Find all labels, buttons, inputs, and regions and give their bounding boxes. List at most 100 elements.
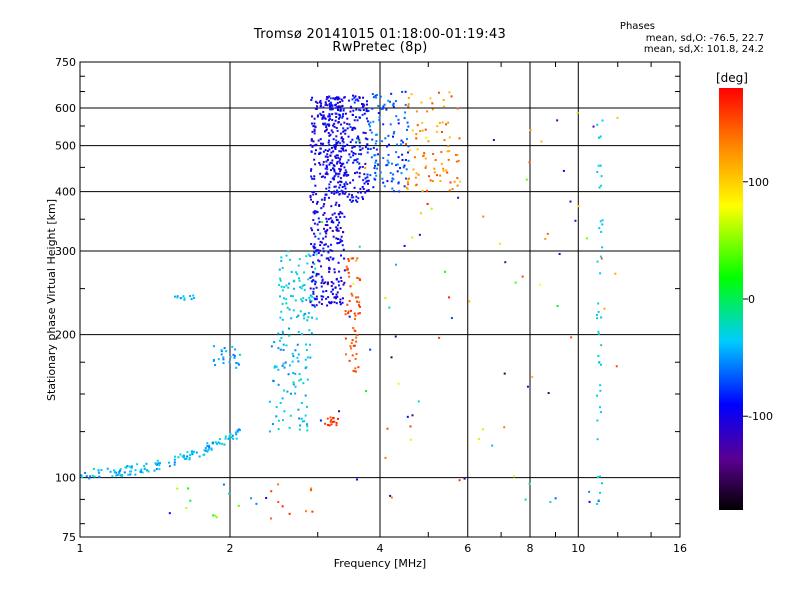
echo-point bbox=[601, 223, 604, 226]
echo-point bbox=[350, 106, 353, 109]
echo-point bbox=[353, 344, 356, 347]
echo-point bbox=[341, 192, 344, 195]
echo-point bbox=[339, 162, 342, 165]
echo-point bbox=[367, 109, 370, 112]
echo-point bbox=[335, 116, 338, 119]
echo-point bbox=[372, 146, 375, 149]
x-tick-label: 1 bbox=[77, 542, 84, 555]
echo-point bbox=[119, 469, 122, 472]
echo-point bbox=[417, 400, 420, 403]
echo-point bbox=[326, 156, 329, 159]
echo-point bbox=[296, 356, 299, 359]
echo-point bbox=[387, 153, 390, 156]
echo-point bbox=[356, 161, 359, 164]
echo-point bbox=[206, 445, 209, 448]
echo-point bbox=[351, 98, 354, 101]
echo-point bbox=[168, 465, 171, 468]
echo-point bbox=[134, 473, 137, 476]
echo-point bbox=[343, 185, 346, 188]
echo-point bbox=[597, 332, 600, 335]
echo-point bbox=[116, 473, 119, 476]
echo-point bbox=[374, 164, 377, 167]
echo-point bbox=[322, 110, 325, 113]
echo-point bbox=[303, 289, 306, 292]
echo-point bbox=[304, 414, 307, 417]
echo-point bbox=[222, 362, 225, 365]
echo-point bbox=[88, 477, 91, 480]
echo-point bbox=[302, 314, 305, 317]
echo-point bbox=[327, 123, 330, 126]
echo-point bbox=[421, 121, 424, 124]
echo-point bbox=[344, 337, 347, 340]
echo-point bbox=[366, 173, 369, 176]
echo-point bbox=[331, 113, 334, 116]
echo-point bbox=[288, 426, 291, 429]
echo-point bbox=[352, 327, 355, 330]
echo-point bbox=[210, 448, 213, 451]
echo-point bbox=[349, 181, 352, 184]
echo-point bbox=[277, 501, 280, 504]
echo-point bbox=[317, 217, 320, 220]
echo-point bbox=[305, 423, 308, 426]
colorbar-tick-label: 100 bbox=[748, 176, 769, 189]
echo-point bbox=[97, 471, 100, 474]
echo-point bbox=[388, 306, 391, 309]
echo-point bbox=[355, 158, 358, 161]
echo-point bbox=[352, 369, 355, 372]
echo-point bbox=[275, 415, 278, 418]
echo-point bbox=[292, 355, 295, 358]
echo-point bbox=[324, 117, 327, 120]
echo-point bbox=[327, 99, 330, 102]
echo-point bbox=[324, 102, 327, 105]
echo-point bbox=[337, 212, 340, 215]
echo-point bbox=[322, 114, 325, 117]
echo-point bbox=[339, 298, 342, 301]
echo-point bbox=[346, 267, 349, 270]
echo-point bbox=[301, 332, 304, 335]
stats-o-mode: mean, sd,O: -76.5, 22.7 bbox=[645, 33, 764, 44]
echo-point bbox=[212, 514, 215, 517]
echo-point bbox=[372, 96, 375, 99]
echo-point bbox=[410, 93, 413, 96]
echo-point bbox=[224, 437, 227, 440]
echo-point bbox=[353, 317, 356, 320]
echo-point bbox=[311, 295, 314, 298]
echo-point bbox=[329, 256, 332, 259]
echo-point bbox=[277, 332, 280, 335]
echo-point bbox=[119, 474, 122, 477]
echo-point bbox=[394, 263, 397, 266]
echo-point bbox=[312, 211, 315, 214]
echo-point bbox=[540, 140, 543, 143]
echo-point bbox=[412, 168, 415, 171]
x-tick-label: 16 bbox=[673, 542, 687, 555]
echo-point bbox=[155, 462, 158, 465]
echo-point bbox=[350, 257, 353, 260]
echo-point bbox=[319, 232, 322, 235]
echo-point bbox=[289, 258, 292, 261]
echo-point bbox=[328, 124, 331, 127]
echo-point bbox=[313, 222, 316, 225]
echo-point bbox=[185, 506, 188, 509]
echo-point bbox=[313, 210, 316, 213]
echo-point bbox=[319, 240, 322, 243]
echo-point bbox=[376, 153, 379, 156]
echo-point bbox=[400, 139, 403, 142]
echo-point bbox=[376, 163, 379, 166]
echo-point bbox=[359, 109, 362, 112]
echo-point bbox=[322, 150, 325, 153]
echo-point bbox=[349, 156, 352, 159]
echo-point bbox=[362, 187, 365, 190]
echo-point bbox=[344, 181, 347, 184]
echo-point bbox=[343, 96, 346, 99]
echo-point bbox=[320, 285, 323, 288]
echo-point bbox=[318, 220, 321, 223]
echo-point bbox=[287, 373, 290, 376]
echo-point bbox=[283, 286, 286, 289]
echo-point bbox=[322, 163, 325, 166]
echo-point bbox=[399, 143, 402, 146]
echo-point bbox=[287, 286, 290, 289]
echo-point bbox=[328, 114, 331, 117]
echo-point bbox=[305, 405, 308, 408]
echo-point bbox=[212, 359, 215, 362]
echo-point bbox=[215, 516, 218, 519]
